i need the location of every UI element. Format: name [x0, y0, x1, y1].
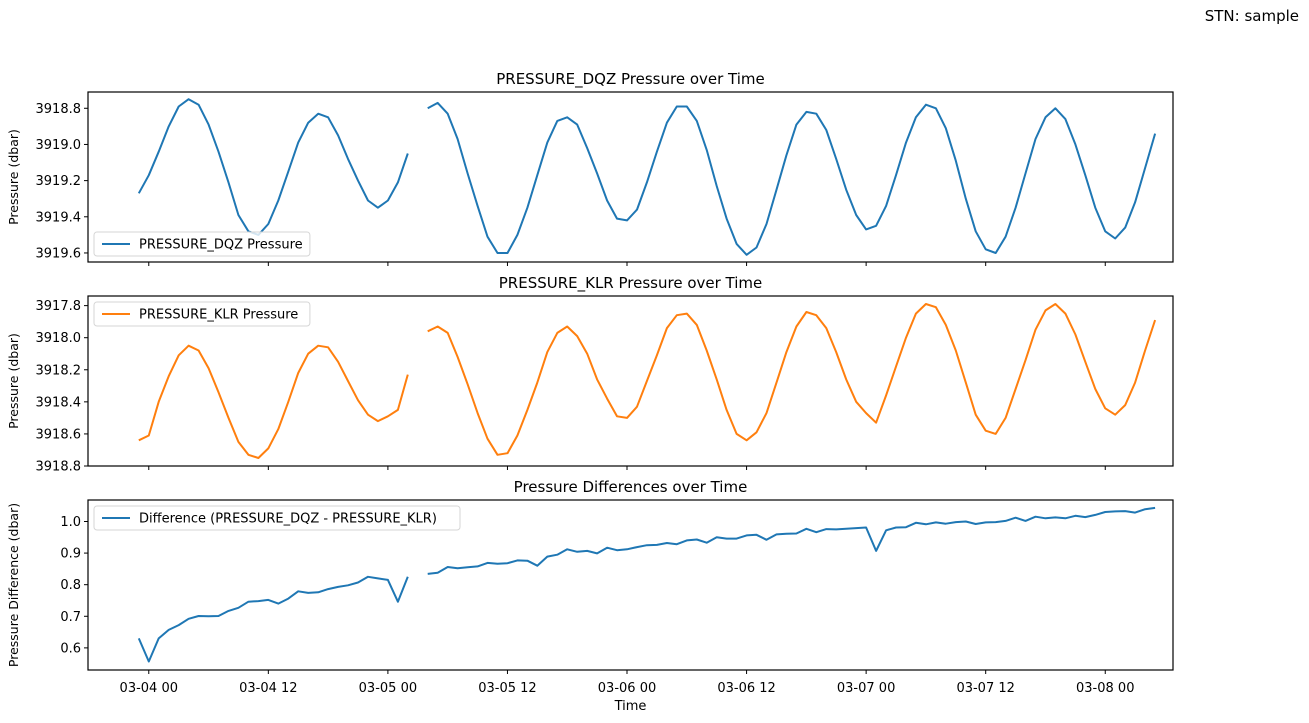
legend-frame — [93, 231, 311, 257]
y-axis-label: Pressure Difference (dbar) — [6, 503, 21, 667]
x-axis-label: Time — [614, 699, 647, 714]
figure-suptitle: STN: sample — [1204, 7, 1299, 25]
legend: PRESSURE_DQZ Pressure — [93, 231, 311, 257]
series-line-diff-segment-1 — [137, 575, 409, 663]
legend: PRESSURE_KLR Pressure — [93, 301, 311, 327]
x-tick-label: 03-08 00 — [1076, 681, 1134, 696]
y-axis-label: Pressure (dbar) — [6, 333, 21, 429]
axes-klr-pressure: PRESSURE_KLR Pressure over Time Pressure … — [6, 274, 1174, 475]
x-tick-label: 03-07 00 — [837, 681, 895, 696]
y-tick-label: 3919.0 — [36, 138, 82, 153]
y-tick-label: 0.8 — [60, 578, 81, 593]
legend-label: PRESSURE_KLR Pressure — [139, 308, 298, 323]
series-line-dqz-segment-2 — [427, 101, 1157, 256]
y-tick-label: 3918.0 — [36, 331, 82, 346]
legend-label: PRESSURE_DQZ Pressure — [139, 238, 303, 253]
legend-frame — [93, 301, 311, 327]
y-tick-label: 3918.8 — [36, 102, 82, 117]
y-tick-label: 3918.8 — [36, 460, 82, 475]
legend-label: Difference (PRESSURE_DQZ - PRESSURE_KLR) — [139, 512, 437, 527]
legend: Difference (PRESSURE_DQZ - PRESSURE_KLR) — [93, 505, 461, 531]
x-tick-label: 03-07 12 — [956, 681, 1014, 696]
y-tick-label: 3918.6 — [36, 427, 82, 442]
axes-dqz-pressure: PRESSURE_DQZ Pressure over Time Pressure … — [6, 70, 1174, 266]
y-tick-label: 3918.4 — [36, 395, 82, 410]
x-tick-label: 03-05 12 — [478, 681, 536, 696]
x-tick-label: 03-06 12 — [717, 681, 775, 696]
y-tick-label: 0.9 — [60, 547, 81, 562]
series-line-dqz-segment-1 — [137, 98, 409, 236]
y-tick-label: 3919.2 — [36, 174, 82, 189]
chart-title: PRESSURE_DQZ Pressure over Time — [496, 70, 765, 89]
x-tick-label: 03-04 12 — [239, 681, 297, 696]
chart-title: Pressure Differences over Time — [514, 478, 748, 496]
y-tick-label: 1.0 — [60, 515, 81, 530]
x-tick-label: 03-05 00 — [359, 681, 417, 696]
axes-frame — [87, 295, 1174, 467]
y-tick-label: 0.7 — [60, 610, 81, 625]
legend-frame — [93, 505, 461, 531]
axes-frame — [87, 91, 1174, 263]
series-line-klr-segment-1 — [138, 344, 409, 459]
y-tick-label: 3919.6 — [36, 246, 82, 261]
axes-frame — [87, 499, 1174, 671]
y-tick-label: 0.6 — [60, 641, 81, 656]
y-axis-label: Pressure (dbar) — [6, 129, 21, 225]
series-line-diff-segment-2 — [427, 506, 1156, 575]
series-line-klr-segment-2 — [427, 303, 1157, 456]
y-tick-label: 3917.8 — [36, 299, 82, 314]
y-tick-label: 3919.4 — [36, 210, 82, 225]
x-tick-label: 03-04 00 — [120, 681, 178, 696]
x-tick-label: 03-06 00 — [598, 681, 656, 696]
chart-title: PRESSURE_KLR Pressure over Time — [499, 274, 763, 293]
axes-pressure-difference: Pressure Differences over Time Pressure D… — [6, 478, 1174, 714]
y-tick-label: 3918.2 — [36, 363, 82, 378]
